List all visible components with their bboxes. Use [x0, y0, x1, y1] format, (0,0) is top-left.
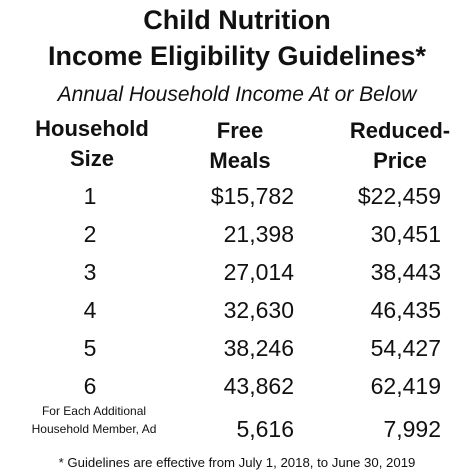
subtitle: Annual Household Income At or Below: [57, 83, 417, 106]
row-1-free: $15,782: [210, 183, 294, 209]
row-6-reduced: 62,419: [370, 373, 441, 399]
row-3-size: 3: [83, 259, 97, 285]
additional-member-label-line-2: Household Member, Ad: [31, 422, 157, 436]
header-free-meals: Free Meals: [180, 116, 300, 176]
row-4-free: 32,630: [223, 297, 294, 323]
additional-member-free: 5,616: [236, 416, 294, 442]
header-free-meals-line-2: Meals: [209, 148, 271, 173]
row-5-free: 38,246: [223, 335, 294, 361]
row-6-size: 6: [83, 373, 97, 399]
header-household-size-line-1: Household: [35, 116, 149, 141]
row-5-reduced: 54,427: [370, 335, 441, 361]
row-3-reduced: 38,443: [370, 259, 441, 285]
title-line-2: Income Eligibility Guidelines*: [47, 41, 427, 71]
header-household-size-line-2: Size: [69, 146, 115, 171]
header-free-meals-line-1: Free: [216, 118, 264, 143]
row-3-free: 27,014: [223, 259, 294, 285]
title-line-1: Child Nutrition: [143, 5, 331, 35]
row-2-reduced: 30,451: [370, 221, 441, 247]
additional-member-label-line-1: For Each Additional: [41, 404, 147, 418]
row-2-free: 21,398: [223, 221, 294, 247]
additional-member-reduced: 7,992: [383, 416, 441, 442]
header-reduced-price-line-2: Price: [373, 148, 427, 173]
row-5-size: 5: [83, 335, 97, 361]
additional-member-label: For Each Additional Household Member, Ad: [4, 402, 184, 438]
header-reduced-price: Reduced- Price: [330, 116, 470, 176]
row-6-free: 43,862: [223, 373, 294, 399]
footnote: * Guidelines are effective from July 1, …: [58, 455, 416, 470]
row-1-size: 1: [83, 183, 97, 209]
row-2-size: 2: [83, 221, 97, 247]
row-1-reduced: $22,459: [357, 183, 441, 209]
header-household-size: Household Size: [22, 114, 162, 174]
header-reduced-price-line-1: Reduced-: [349, 118, 451, 143]
row-4-reduced: 46,435: [370, 297, 441, 323]
row-4-size: 4: [83, 297, 97, 323]
